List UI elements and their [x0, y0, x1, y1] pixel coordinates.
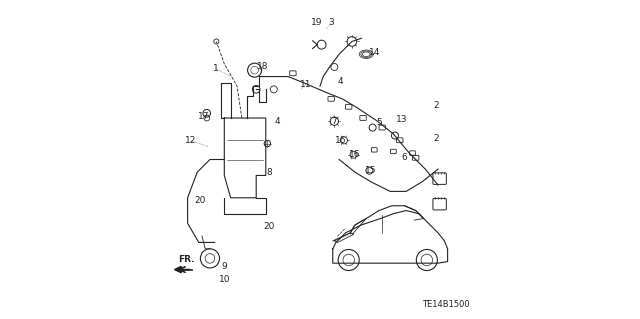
Text: 10: 10: [218, 275, 230, 284]
Text: 12: 12: [185, 136, 196, 145]
Text: 17: 17: [198, 112, 209, 121]
Text: 2: 2: [434, 134, 439, 143]
Text: 18: 18: [257, 63, 268, 71]
Text: 4: 4: [338, 77, 344, 86]
Text: FR.: FR.: [178, 255, 195, 263]
Text: 6: 6: [402, 153, 408, 162]
Text: TE14B1500: TE14B1500: [422, 300, 470, 309]
Text: 20: 20: [195, 197, 206, 205]
Text: 14: 14: [369, 48, 380, 57]
Text: 16: 16: [335, 136, 346, 145]
Text: 4: 4: [274, 117, 280, 126]
Text: 19: 19: [311, 18, 323, 27]
Text: 1: 1: [214, 64, 219, 73]
Text: 7: 7: [332, 117, 337, 126]
Text: 9: 9: [221, 262, 227, 271]
Text: 15: 15: [365, 166, 377, 175]
Polygon shape: [175, 266, 181, 273]
Text: 20: 20: [263, 222, 275, 231]
Polygon shape: [334, 233, 353, 242]
Text: 8: 8: [266, 168, 272, 177]
Text: 3: 3: [328, 18, 334, 27]
Text: 5: 5: [376, 118, 382, 127]
Text: 2: 2: [434, 101, 439, 110]
Text: 16: 16: [349, 150, 361, 159]
Text: 13: 13: [396, 115, 407, 124]
Text: 11: 11: [300, 80, 312, 89]
